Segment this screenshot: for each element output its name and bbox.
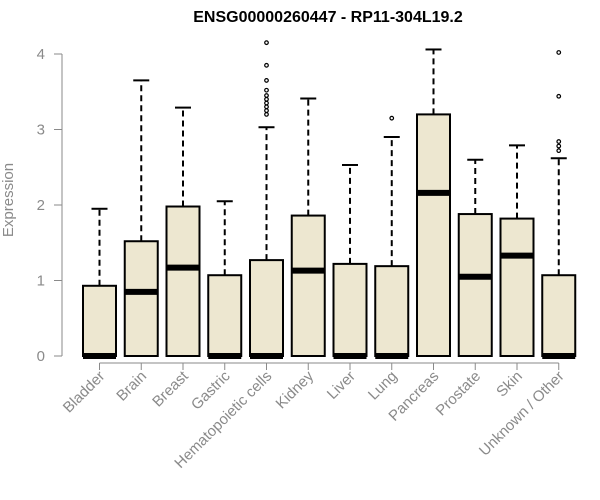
- box-lung: [374, 115, 410, 359]
- outlier-point: [556, 148, 562, 154]
- x-category-label: Breast: [149, 367, 192, 410]
- y-tick-label: 1: [37, 273, 45, 290]
- boxes-group: [82, 40, 577, 359]
- box-iqr: [332, 262, 368, 358]
- outlier-point: [556, 93, 562, 99]
- x-category-label: Skin: [493, 368, 526, 401]
- box-iqr: [165, 205, 201, 357]
- outlier-point: [264, 100, 269, 106]
- outlier-point: [264, 78, 269, 83]
- y-tick-label: 3: [37, 122, 45, 139]
- y-tick-label: 4: [37, 46, 45, 63]
- outlier-point: [264, 108, 269, 114]
- outlier-point: [264, 87, 269, 93]
- x-category-label: Brain: [113, 368, 150, 405]
- box-pancreas: [416, 48, 451, 358]
- box-skin: [499, 144, 535, 357]
- box-iqr: [457, 213, 493, 357]
- box-bladder: [82, 207, 117, 359]
- x-category-label: Kidney: [273, 367, 318, 412]
- chart-title: ENSG00000260447 - RP11-304L19.2: [193, 9, 463, 26]
- box-iqr: [82, 284, 117, 357]
- outlier-point: [264, 62, 269, 68]
- outlier-point: [264, 96, 269, 102]
- y-tick-label: 2: [37, 197, 45, 214]
- box-prostate: [457, 158, 493, 357]
- box-breast: [165, 106, 201, 357]
- box-iqr: [416, 113, 451, 358]
- y-axis-ticks: 0 1 2 3 4: [37, 46, 62, 365]
- outlier-point: [556, 139, 562, 144]
- x-category-label: Bladder: [60, 368, 109, 417]
- box-liver: [332, 163, 368, 359]
- box-iqr: [249, 259, 284, 357]
- outlier-point: [389, 115, 395, 121]
- outlier-point: [264, 93, 269, 98]
- x-category-label: Prostate: [433, 368, 485, 420]
- box-hematopoietic-cells: [249, 40, 284, 359]
- box-iqr: [541, 274, 577, 357]
- box-unknown-other: [541, 50, 577, 359]
- box-iqr: [499, 217, 535, 357]
- y-tick-label: 0: [37, 348, 45, 365]
- outlier-point: [264, 40, 269, 46]
- x-category-label: Lung: [365, 368, 401, 404]
- box-gastric: [207, 200, 243, 359]
- outlier-point: [556, 143, 562, 149]
- outlier-point: [556, 50, 562, 55]
- box-iqr: [123, 240, 159, 358]
- outlier-point: [264, 104, 269, 110]
- box-iqr: [374, 265, 410, 357]
- outlier-point: [264, 111, 269, 117]
- y-axis-label: Expression: [0, 163, 17, 237]
- box-iqr: [290, 214, 326, 357]
- box-kidney: [290, 97, 326, 357]
- x-category-label: Liver: [324, 368, 359, 403]
- box-brain: [123, 79, 159, 358]
- box-iqr: [207, 274, 243, 357]
